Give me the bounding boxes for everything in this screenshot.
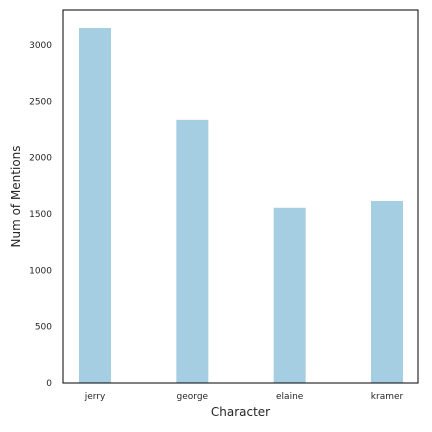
y-tick-label: 2000 [29,154,52,164]
x-tick-label: george [177,392,209,402]
x-ticks-group: jerry george elaine kramer [84,392,404,402]
x-axis-label: Character [211,405,270,419]
y-ticks-group: 0 500 1000 1500 2000 2500 3000 [29,41,52,389]
plot-frame [62,9,419,384]
x-tick-label: kramer [371,392,404,402]
y-tick-label: 500 [35,323,52,333]
y-tick-label: 0 [46,379,52,389]
y-tick-label: 1500 [29,210,52,220]
bar-jerry [79,28,111,383]
x-tick-label: elaine [276,392,304,402]
y-tick-label: 2500 [29,97,52,107]
bar-george [176,119,209,383]
y-tick-label: 3000 [29,41,52,51]
bar-kramer [371,201,403,383]
y-tick-label: 1000 [29,266,52,276]
bars-group [79,28,403,383]
y-axis-label: Num of Mentions [9,145,23,247]
x-tick-label: jerry [84,392,106,402]
bar-elaine [273,207,306,383]
